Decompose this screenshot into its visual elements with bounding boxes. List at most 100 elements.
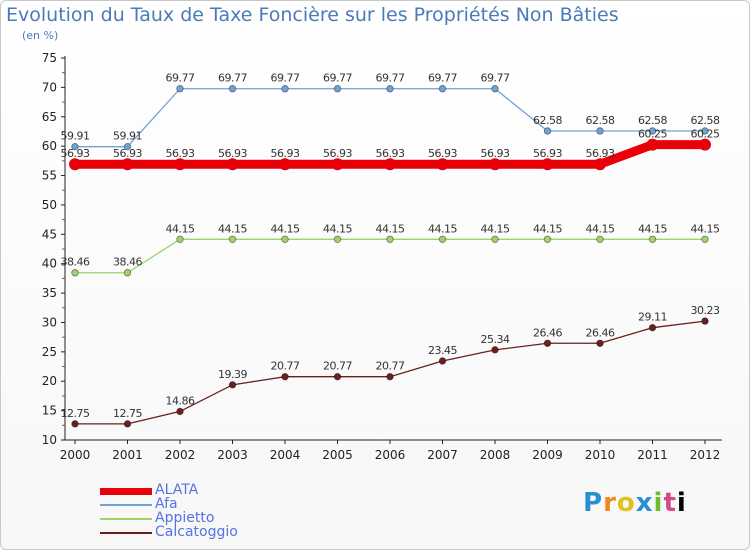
y-tick-label: 30 — [42, 315, 57, 329]
legend-swatch-alata — [100, 488, 152, 495]
data-point-alata — [436, 158, 449, 171]
legend-label-appietto: Appietto — [155, 510, 215, 526]
data-point-afa — [491, 85, 499, 93]
data-point-appietto — [281, 235, 289, 244]
y-tick-label: 10 — [42, 433, 57, 447]
x-tick-label: 2001 — [112, 448, 143, 462]
y-tick-label: 25 — [42, 345, 57, 359]
data-point-appietto — [123, 269, 132, 277]
data-label-appietto: 38.46 — [113, 256, 142, 269]
data-point-calcatoggio — [281, 373, 289, 381]
logo-letter: r — [603, 488, 617, 518]
data-point-alata — [699, 138, 711, 151]
data-point-appietto — [596, 235, 604, 244]
y-tick-label: 35 — [42, 286, 57, 300]
legend-swatch-afa — [100, 504, 152, 506]
data-label-alata: 56.93 — [166, 147, 195, 160]
data-label-afa: 69.77 — [323, 72, 352, 85]
y-tick-label: 70 — [42, 80, 57, 94]
data-point-afa — [596, 127, 604, 135]
data-point-alata — [384, 158, 396, 171]
proxiti-logo: Proxiti — [583, 488, 687, 518]
y-tick-label: 55 — [42, 169, 57, 183]
data-point-alata — [489, 158, 501, 171]
data-label-afa: 69.77 — [166, 72, 195, 85]
data-label-calcatoggio: 19.39 — [218, 368, 247, 381]
data-point-calcatoggio — [176, 407, 184, 416]
y-tick-label: 15 — [42, 404, 57, 418]
data-label-appietto: 44.15 — [376, 222, 405, 235]
y-tick-label: 20 — [42, 374, 57, 388]
data-point-appietto — [438, 235, 447, 244]
data-label-appietto: 44.15 — [323, 222, 352, 235]
y-tick-label: 60 — [42, 139, 57, 153]
data-point-appietto — [176, 235, 184, 244]
x-tick-label: 2007 — [427, 448, 458, 462]
data-label-afa: 69.77 — [376, 72, 405, 85]
data-point-appietto — [71, 269, 79, 277]
data-label-alata: 56.93 — [323, 147, 352, 160]
data-point-calcatoggio — [491, 346, 499, 354]
y-tick-label: 50 — [42, 198, 57, 212]
data-point-appietto — [491, 235, 499, 244]
data-label-appietto: 44.15 — [271, 222, 300, 235]
data-point-calcatoggio — [228, 381, 237, 389]
data-label-afa: 62.58 — [586, 114, 615, 127]
data-label-appietto: 44.15 — [166, 222, 195, 235]
data-point-calcatoggio — [701, 317, 709, 325]
x-tick-label: 2003 — [217, 448, 248, 462]
legend-label-calcatoggio: Calcatoggio — [155, 524, 238, 540]
data-label-calcatoggio: 26.46 — [586, 326, 615, 339]
data-point-afa — [648, 127, 657, 135]
x-tick-label: 2004 — [270, 448, 301, 462]
data-point-calcatoggio — [596, 339, 604, 347]
data-label-appietto: 44.15 — [691, 222, 720, 235]
data-label-appietto: 44.15 — [428, 222, 457, 235]
data-point-afa — [701, 127, 709, 135]
data-label-calcatoggio: 12.75 — [113, 407, 142, 420]
data-point-calcatoggio — [543, 339, 552, 347]
data-point-afa — [176, 85, 184, 93]
data-point-afa — [71, 142, 79, 151]
data-point-calcatoggio — [438, 357, 447, 365]
data-label-appietto: 38.46 — [61, 256, 90, 269]
legend-swatch-calcatoggio — [100, 532, 152, 534]
chart-title: Evolution du Taux de Taxe Foncière sur l… — [6, 4, 619, 26]
y-tick-label: 65 — [42, 110, 57, 124]
data-label-appietto: 44.15 — [586, 222, 615, 235]
logo-letter: i — [653, 488, 664, 518]
data-point-alata — [594, 158, 606, 171]
data-label-appietto: 44.15 — [533, 222, 562, 235]
data-label-calcatoggio: 20.77 — [376, 360, 405, 373]
logo-letter: P — [583, 488, 604, 518]
data-point-afa — [333, 85, 342, 93]
data-label-afa: 62.58 — [638, 114, 667, 127]
data-point-appietto — [543, 235, 552, 244]
y-axis-unit-label: (en %) — [22, 29, 59, 42]
data-label-afa: 59.91 — [61, 130, 90, 143]
data-point-appietto — [386, 235, 394, 244]
data-point-alata — [174, 158, 186, 171]
data-label-alata: 60.25 — [638, 128, 667, 141]
data-point-calcatoggio — [648, 323, 657, 332]
logo-letter: x — [635, 488, 654, 518]
data-point-alata — [541, 158, 554, 171]
data-point-alata — [69, 158, 81, 171]
data-label-calcatoggio: 12.75 — [61, 407, 90, 420]
y-tick-label: 45 — [42, 227, 57, 241]
data-point-appietto — [648, 235, 657, 244]
data-label-alata: 56.93 — [113, 147, 142, 160]
data-label-calcatoggio: 29.11 — [638, 311, 667, 324]
data-label-alata: 56.93 — [61, 147, 90, 160]
data-point-alata — [279, 158, 291, 171]
data-point-calcatoggio — [333, 373, 342, 381]
data-label-afa: 69.77 — [218, 72, 247, 85]
legend-label-afa: Afa — [155, 496, 178, 512]
data-label-appietto: 44.15 — [638, 222, 667, 235]
data-label-alata: 56.93 — [271, 147, 300, 160]
x-tick-label: 2005 — [322, 448, 353, 462]
x-tick-label: 2002 — [165, 448, 196, 462]
series-line-appietto — [75, 238, 705, 274]
